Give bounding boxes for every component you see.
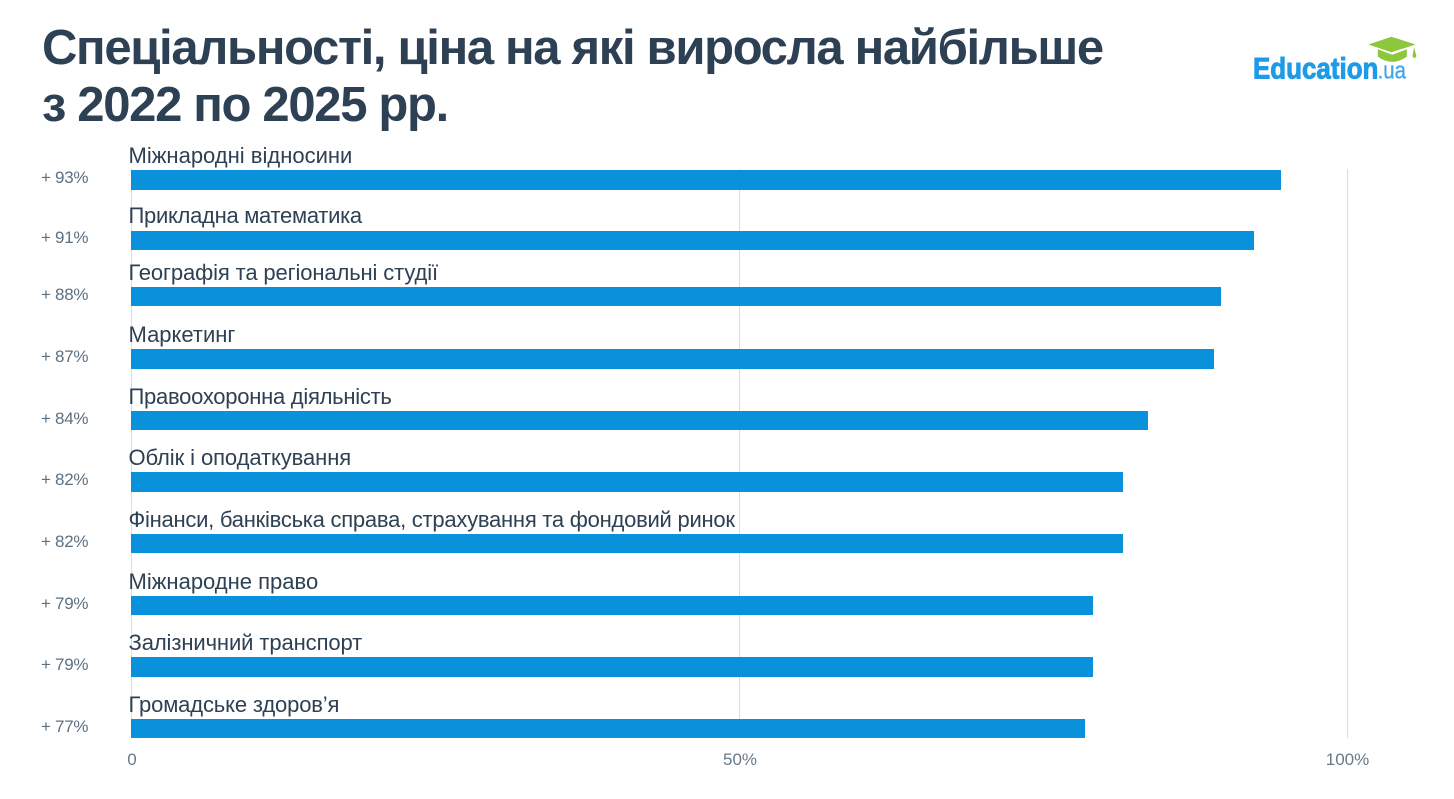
svg-text:Education: Education bbox=[1253, 53, 1378, 84]
svg-text:.ua: .ua bbox=[1378, 58, 1407, 84]
